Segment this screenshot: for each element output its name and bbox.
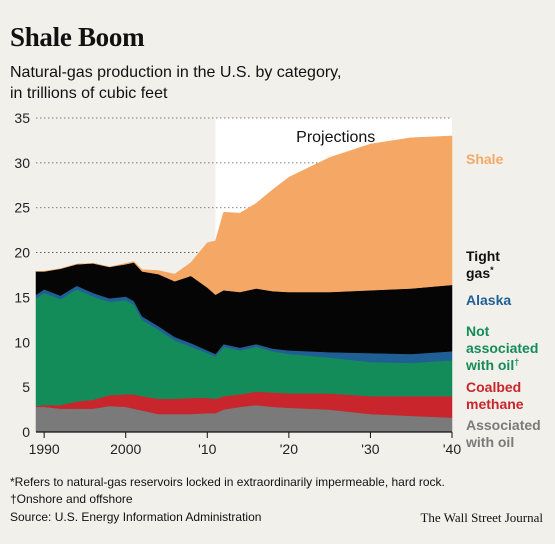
series-label-shale: Shale [466, 151, 504, 167]
subtitle-line-2: in trillions of cubic feet [10, 85, 168, 102]
x-tick-label: '20 [280, 441, 298, 457]
x-tick-label: 1990 [29, 441, 60, 457]
series-label-associated-with-oil: Associated with oil [465, 417, 541, 450]
footnote-tight-gas: *Refers to natural-gas reservoirs locked… [10, 475, 445, 489]
area-shale [36, 135, 453, 296]
projections-label: Projections [296, 129, 375, 146]
chart-title: Shale Boom [10, 22, 145, 52]
y-tick-label: 10 [14, 334, 30, 350]
x-tick-label: '30 [361, 441, 379, 457]
chart-subtitle: Natural-gas production in the U.S. by ca… [10, 62, 430, 104]
source-note: Source: U.S. Energy Information Administ… [10, 510, 262, 524]
credit-wsj: The Wall Street Journal [420, 510, 543, 525]
series-label-coalbed-methane: Coalbed methane [466, 379, 524, 412]
y-tick-label: 30 [14, 155, 30, 171]
y-tick-label: 15 [14, 289, 30, 305]
y-tick-label: 0 [22, 424, 30, 440]
series-label-alaska: Alaska [466, 292, 511, 308]
x-tick-label: '40 [443, 441, 461, 457]
x-tick-label: 2000 [110, 441, 141, 457]
x-tick-label: '10 [198, 441, 216, 457]
footnote-onshore: †Onshore and offshore [10, 492, 133, 506]
y-tick-label: 5 [22, 379, 30, 395]
y-tick-label: 25 [14, 200, 30, 216]
series-label-tight-gas: Tight gas* [466, 248, 500, 281]
subtitle-line-1: Natural-gas production in the U.S. by ca… [10, 64, 342, 81]
y-tick-label: 20 [14, 245, 30, 261]
y-tick-label: 35 [14, 110, 30, 126]
series-label-not-associated-with-oil: Not associated with oil† [465, 323, 538, 373]
